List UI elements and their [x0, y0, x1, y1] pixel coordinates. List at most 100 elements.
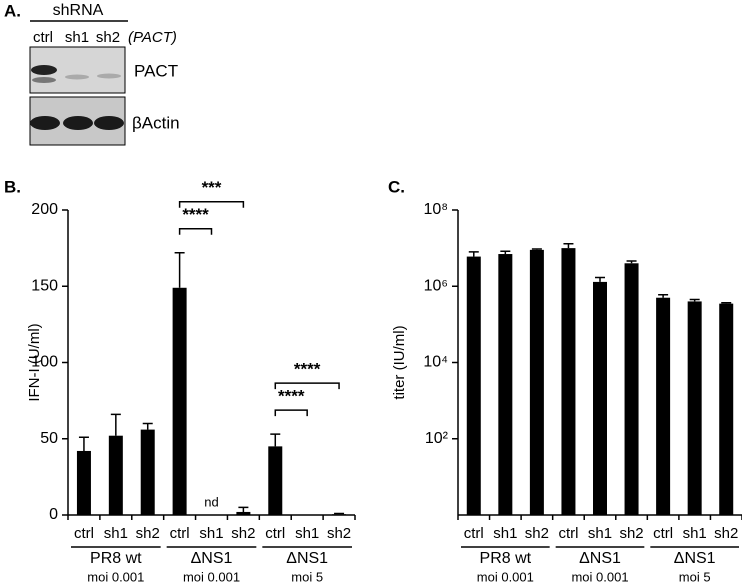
bar [236, 511, 251, 515]
blot-band [32, 77, 56, 83]
x-tick-label: sh2 [231, 525, 255, 542]
x-tick-label: sh1 [683, 525, 707, 542]
y-tick-label: 0 [49, 506, 58, 523]
error-bar [721, 301, 732, 304]
panel-label: B. [4, 177, 21, 196]
x-tick-label: sh1 [199, 525, 223, 542]
x-tick-label: ctrl [464, 525, 484, 542]
x-tick-label: sh2 [714, 525, 738, 542]
bar [719, 303, 734, 515]
x-tick-label: ctrl [558, 525, 578, 542]
bar [593, 281, 607, 515]
group-label: PR8 wt [90, 550, 142, 567]
group-sublabel: moi 0.001 [477, 569, 534, 584]
error-bar [174, 251, 185, 288]
y-tick-label: 10⁴ [423, 354, 448, 371]
x-tick-label: ctrl [265, 525, 285, 542]
group-sublabel: moi 0.001 [571, 569, 628, 584]
blot-panel [29, 46, 126, 94]
bar [76, 450, 91, 515]
bar [466, 256, 481, 515]
bar [561, 248, 576, 515]
error-bar [110, 413, 121, 436]
bar [529, 249, 544, 515]
significance-label: **** [294, 360, 321, 379]
lane-label: ctrl [33, 29, 53, 46]
significance-bracket [178, 200, 245, 208]
bar [108, 435, 123, 515]
gene-label: (PACT) [128, 29, 177, 46]
y-axis-label: IFN-I (U/ml) [26, 323, 43, 401]
x-tick-label: sh2 [136, 525, 160, 542]
group-label: ΔNS1 [674, 550, 716, 567]
panel-label: A. [4, 1, 21, 20]
blot-band [65, 74, 89, 80]
y-tick-label: 10⁶ [424, 277, 448, 294]
row-label: βActin [132, 113, 180, 132]
y-tick-label: 10⁸ [423, 201, 448, 218]
error-bar [626, 260, 637, 264]
error-bar [595, 276, 605, 282]
blot-header: shRNA [53, 2, 104, 19]
error-bar [78, 436, 89, 451]
x-tick-label: sh2 [327, 525, 351, 542]
annotation: nd [204, 494, 218, 509]
bar [498, 254, 513, 515]
y-tick-label: 10² [425, 430, 449, 447]
significance-bracket [274, 409, 308, 417]
x-tick-label: sh1 [104, 525, 128, 542]
y-tick-label: 100 [31, 354, 58, 371]
y-axis-label: titer (IU/ml) [391, 325, 408, 399]
row-label: PACT [134, 61, 178, 80]
significance-label: **** [182, 205, 209, 224]
panel-label: C. [388, 177, 405, 196]
group-label: ΔNS1 [286, 550, 328, 567]
error-bar [563, 243, 574, 249]
group-label: PR8 wt [480, 550, 532, 567]
significance-bracket [178, 227, 213, 235]
error-bar [238, 506, 249, 512]
bar [656, 297, 671, 515]
group-sublabel: moi 5 [679, 569, 711, 584]
blot-band [31, 65, 57, 75]
x-tick-label: sh2 [525, 525, 549, 542]
bar [172, 287, 187, 515]
group-sublabel: moi 5 [291, 569, 323, 584]
error-bar [468, 251, 479, 257]
group-label: ΔNS1 [191, 550, 233, 567]
bar [268, 446, 283, 515]
error-bar [142, 422, 153, 430]
significance-bracket [274, 382, 340, 390]
error-bar [658, 293, 669, 298]
significance-label: **** [278, 387, 305, 406]
x-tick-label: ctrl [653, 525, 673, 542]
bar [332, 514, 347, 515]
x-tick-label: sh2 [619, 525, 643, 542]
blot-band [94, 116, 124, 130]
y-tick-label: 50 [40, 430, 58, 447]
bar [624, 263, 639, 515]
error-bar [531, 248, 542, 250]
x-tick-label: sh1 [295, 525, 319, 542]
lane-label: sh2 [96, 29, 120, 46]
error-bar [334, 512, 345, 515]
bar [687, 301, 702, 515]
blot-band [63, 116, 93, 130]
group-sublabel: moi 0.001 [87, 569, 144, 584]
error-bar [270, 433, 281, 447]
error-bar [689, 298, 700, 302]
significance-label: *** [202, 178, 222, 197]
blot-band [30, 116, 60, 130]
group-sublabel: moi 0.001 [183, 569, 240, 584]
x-tick-label: ctrl [74, 525, 94, 542]
y-tick-label: 150 [31, 277, 58, 294]
x-tick-label: sh1 [588, 525, 612, 542]
x-tick-label: ctrl [170, 525, 190, 542]
x-tick-label: sh1 [493, 525, 517, 542]
blot-band [97, 73, 121, 79]
group-label: ΔNS1 [579, 550, 621, 567]
y-tick-label: 200 [31, 201, 58, 218]
lane-label: sh1 [65, 29, 89, 46]
